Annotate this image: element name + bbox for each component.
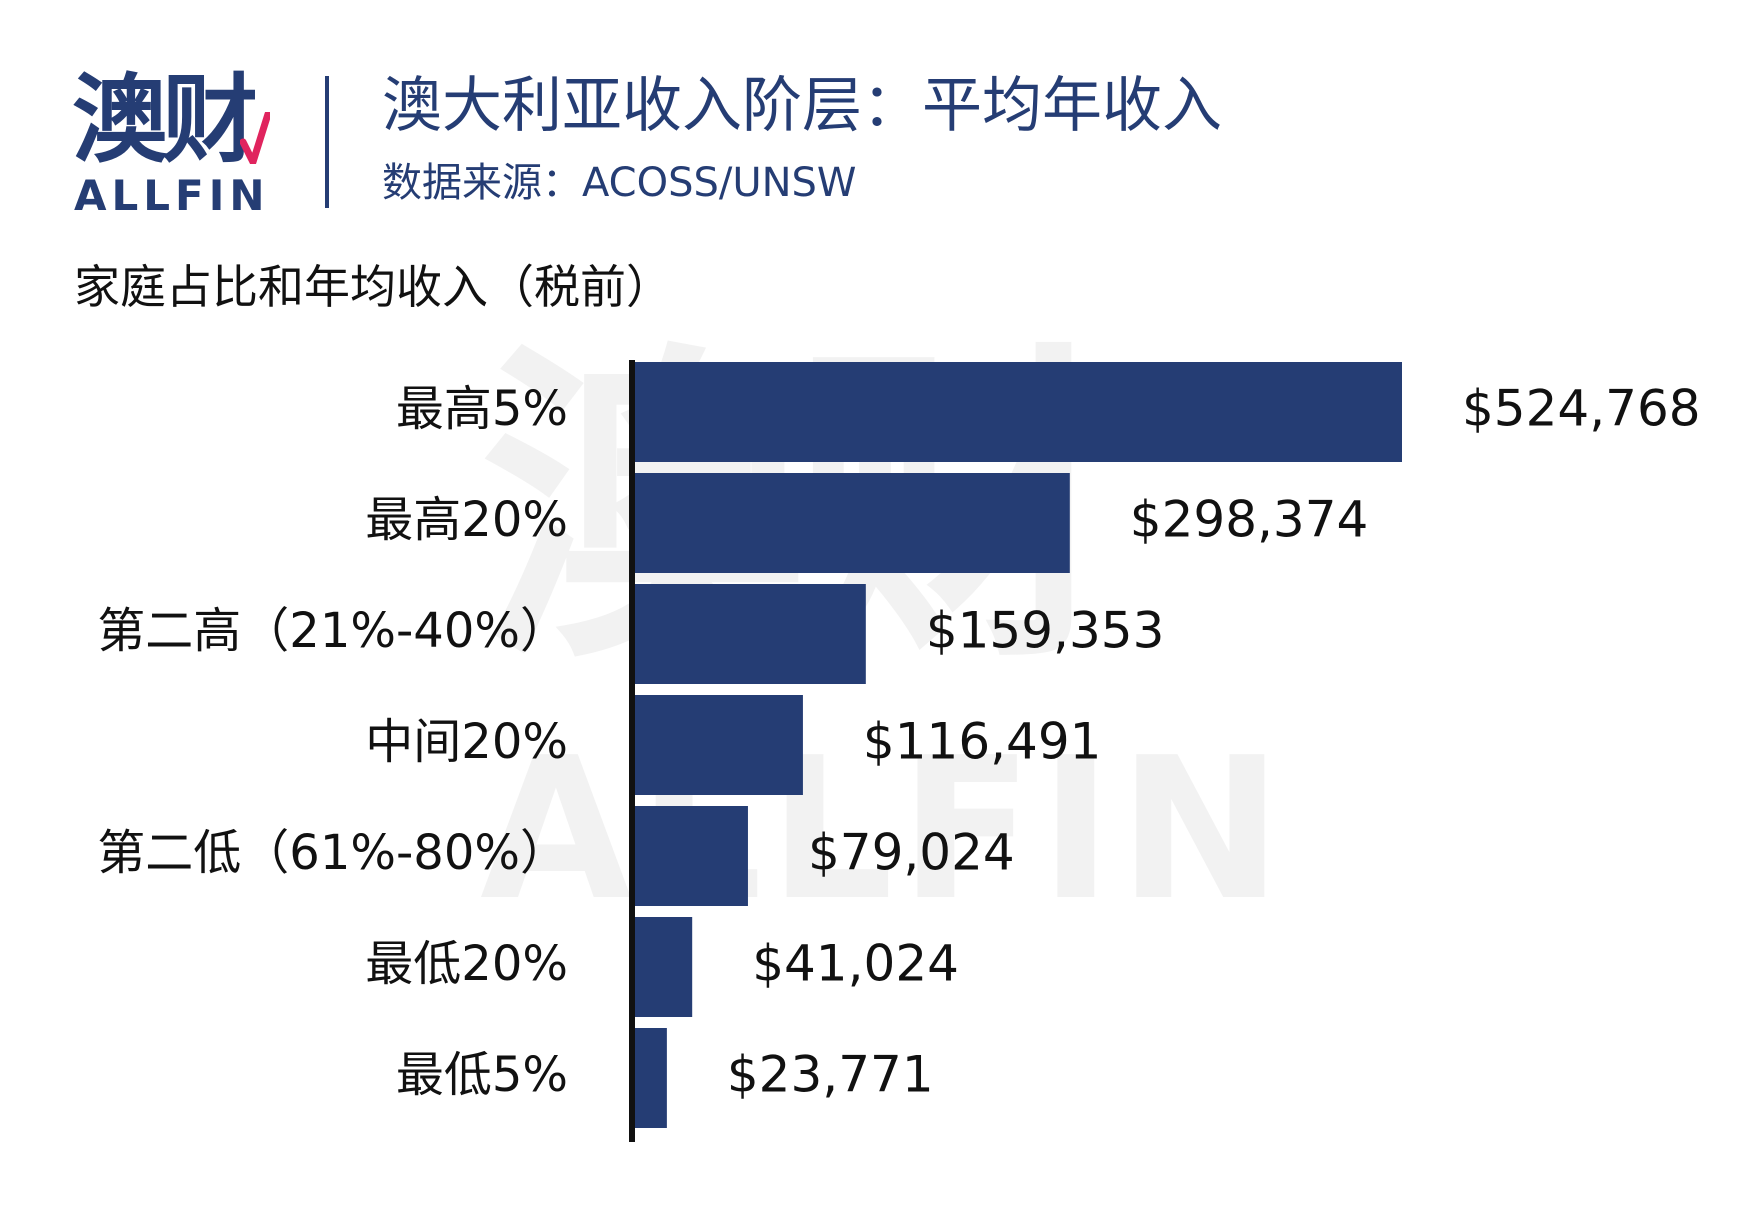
- category-label: 第二低（61%-80%）: [97, 825, 568, 881]
- bar: [632, 473, 1070, 573]
- chart-title: 家庭占比和年均收入（税前）: [74, 260, 672, 314]
- bar: [632, 362, 1402, 462]
- category-label: 第二高（21%-40%）: [97, 603, 568, 659]
- page-title: 澳大利亚收入阶层：平均年收入: [382, 71, 1222, 141]
- bar: [632, 695, 803, 795]
- logo-check-mark-icon: [240, 112, 270, 164]
- data-source: 数据来源：ACOSS/UNSW: [382, 160, 857, 206]
- value-label: $159,353: [926, 602, 1165, 660]
- value-label: $298,374: [1130, 491, 1369, 549]
- logo-text-en: ALLFIN: [74, 171, 270, 220]
- category-label: 中间20%: [365, 714, 568, 770]
- category-label: 最低5%: [396, 1047, 568, 1103]
- logo: 澳财 ALLFIN: [72, 70, 272, 220]
- bar: [632, 806, 748, 906]
- value-label: $79,024: [808, 824, 1015, 882]
- bar: [632, 584, 866, 684]
- value-label: $23,771: [727, 1046, 934, 1104]
- category-label: 最高20%: [365, 492, 568, 548]
- header-divider: [325, 76, 329, 208]
- value-label: $524,768: [1462, 380, 1701, 438]
- value-label: $116,491: [863, 713, 1102, 771]
- logo-text-cn: 澳财: [72, 64, 258, 176]
- value-label: $41,024: [752, 935, 959, 993]
- category-label: 最低20%: [365, 936, 568, 992]
- bar: [632, 917, 693, 1017]
- category-label: 最高5%: [396, 381, 568, 437]
- bar: [632, 1028, 667, 1128]
